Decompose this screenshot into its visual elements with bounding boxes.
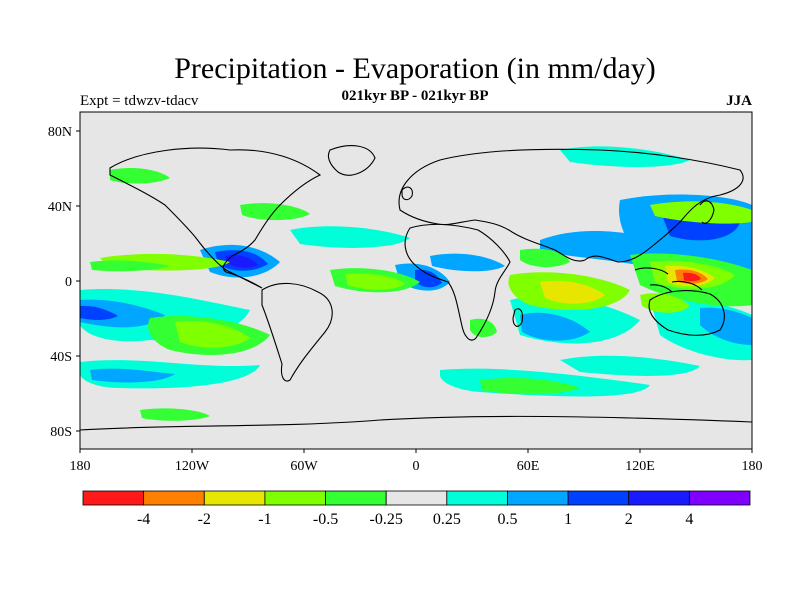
coast-uk bbox=[401, 186, 413, 201]
coastlines bbox=[80, 145, 752, 431]
field-lightblue-southern-ocean-w bbox=[90, 368, 175, 383]
colorbar-label: 0.25 bbox=[433, 511, 461, 528]
field-cyan-southpole-ring bbox=[560, 355, 700, 376]
coast-madagascar bbox=[512, 308, 524, 327]
lat-tick-label: 80S bbox=[50, 425, 72, 440]
field-darkblue-itcz-eastpac bbox=[225, 255, 258, 268]
field-lightblue-pacific-south bbox=[80, 299, 165, 328]
field-yellow-indian bbox=[540, 280, 605, 304]
experiment-label: Expt = tdwzv-tdacv bbox=[80, 93, 199, 109]
field-green-safrica bbox=[470, 318, 497, 338]
field-green-southern-ocean bbox=[140, 408, 210, 421]
colorbar-swatch bbox=[82, 490, 145, 506]
coast-antarctica bbox=[80, 415, 752, 431]
colorbar-swatch bbox=[567, 490, 630, 506]
coast-europe-asia bbox=[398, 148, 744, 263]
lat-tick-label: 40N bbox=[48, 200, 72, 215]
coast-japan bbox=[699, 200, 715, 224]
colorbar-swatch bbox=[203, 490, 266, 506]
colorbar-swatch bbox=[143, 490, 205, 506]
map-subtitle: 021kyr BP - 021kyr BP bbox=[341, 88, 489, 104]
field-green-pacific-north bbox=[90, 260, 170, 272]
colorbar-label: -4 bbox=[137, 511, 150, 528]
lon-tick-label: 120W bbox=[175, 459, 210, 474]
colorbar-swatch bbox=[688, 490, 751, 506]
lat-tick-label: 80N bbox=[48, 125, 72, 140]
lon-tick-label: 0 bbox=[413, 459, 420, 474]
colorbar-swatch bbox=[507, 490, 569, 506]
field-blue-atlantic-eq bbox=[415, 269, 442, 288]
colorbar-label: 4 bbox=[685, 511, 693, 528]
colorbar-swatch bbox=[446, 490, 508, 506]
field-cyan-atlantic-n bbox=[290, 226, 410, 248]
field-green-northatlantic bbox=[240, 203, 310, 221]
coast-greenland bbox=[327, 145, 376, 176]
colorbar-swatch bbox=[628, 490, 690, 506]
field-blue-pacific-south bbox=[80, 305, 118, 320]
field-lightgreen-atlantic-trop bbox=[345, 273, 405, 290]
coast-africa bbox=[404, 223, 511, 341]
field-red-westpac-eq bbox=[683, 272, 701, 282]
lon-tick-label: 60W bbox=[290, 459, 318, 474]
colorbar-label: -0.25 bbox=[370, 511, 403, 528]
coast-north-america bbox=[109, 147, 322, 289]
lon-tick-label: 120E bbox=[625, 459, 655, 474]
colorbar-label: -0.5 bbox=[313, 511, 338, 528]
colorbar-label: 2 bbox=[625, 511, 633, 528]
field-cyan-arctic bbox=[560, 146, 690, 167]
anomaly-fields bbox=[80, 146, 752, 421]
colorbar-swatch bbox=[325, 490, 387, 506]
coast-australia bbox=[648, 290, 725, 336]
lon-tick-label: 180 bbox=[70, 459, 91, 474]
colorbar-swatch bbox=[264, 490, 326, 506]
field-cyan-africa-itcz bbox=[430, 253, 505, 272]
field-lightblue-indian-ocean bbox=[520, 312, 590, 341]
lon-tick-label: 60E bbox=[517, 459, 540, 474]
coast-south-america bbox=[261, 282, 333, 382]
field-lightblue-australia-south bbox=[700, 307, 752, 345]
map-title: Precipitation - Evaporation (in mm/day) bbox=[174, 52, 656, 85]
colorbar-label: -1 bbox=[258, 511, 271, 528]
lon-tick-label: 180 bbox=[742, 459, 763, 474]
colorbar-label: -2 bbox=[198, 511, 211, 528]
field-green-arabian bbox=[520, 248, 570, 268]
latitude-axis: 80N 40N 0 40S 80S bbox=[48, 125, 80, 440]
colorbar: -4 -2 -1 -0.5 -0.25 0.25 0.5 1 2 4 bbox=[82, 490, 751, 528]
season-label: JJA bbox=[726, 93, 752, 109]
lat-tick-label: 40S bbox=[50, 350, 72, 365]
longitude-axis: 180 120W 60W 0 60E 120E 180 bbox=[70, 449, 763, 474]
colorbar-label: 0.5 bbox=[497, 511, 517, 528]
colorbar-label: 1 bbox=[564, 511, 572, 528]
lat-tick-label: 0 bbox=[65, 275, 72, 290]
field-green-northwestpac bbox=[650, 201, 752, 224]
field-green-southern-ocean-e bbox=[480, 377, 580, 395]
coast-indonesia bbox=[634, 267, 703, 293]
colorbar-swatch bbox=[385, 490, 448, 506]
field-green-arctic-pac bbox=[110, 167, 170, 184]
field-lightgreen-pacific-south bbox=[175, 320, 250, 348]
